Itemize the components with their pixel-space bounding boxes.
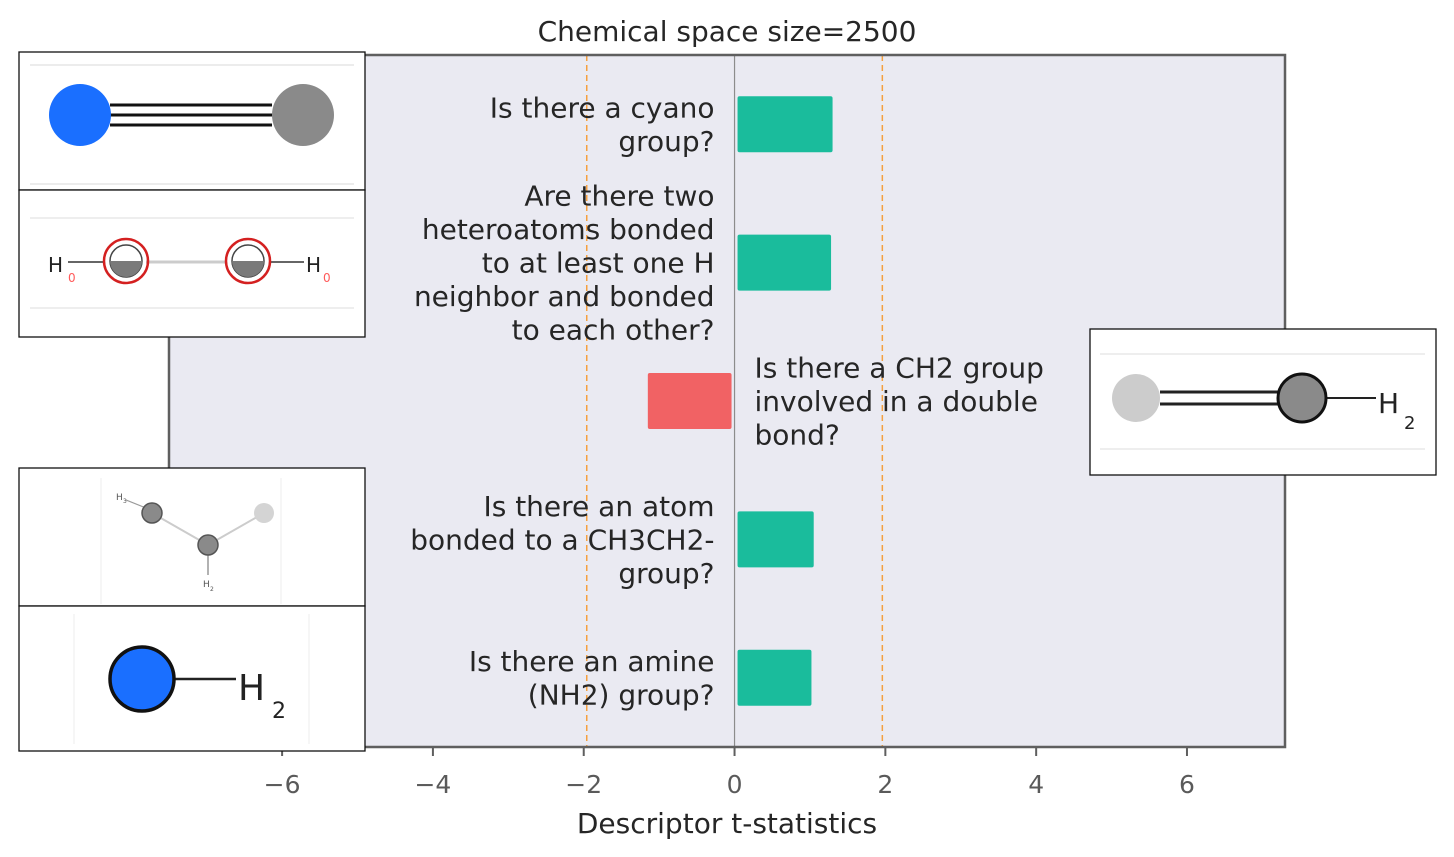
subscript-label: 2 — [272, 699, 286, 724]
nitrogen-atom-icon — [108, 645, 176, 713]
carbon-atom-icon — [141, 502, 163, 524]
carbon-atom-icon — [1276, 372, 1328, 424]
bar — [737, 96, 833, 153]
hydrogen-label: H — [306, 253, 321, 277]
category-label: Is there an atom bonded to a CH3CH2-group… — [410, 490, 714, 590]
hydrogen-label: H — [238, 668, 265, 709]
x-tick-label: −4 — [414, 770, 451, 799]
heteroatom-icon — [102, 237, 150, 285]
x-axis-title: Descriptor t-statistics — [577, 807, 877, 840]
molecule-inset-ethyl: H 3 H 2 — [18, 467, 366, 607]
x-tick-label: −6 — [264, 770, 301, 799]
chart-title: Chemical space size=2500 — [538, 15, 917, 48]
hydrogen-label: H — [203, 580, 210, 590]
category-label: Is there a cyano group? — [490, 91, 715, 158]
subscript-label: 0 — [68, 271, 76, 285]
x-tick-label: 2 — [877, 770, 893, 799]
x-tick-label: 0 — [727, 770, 743, 799]
category-label: Are there two heteroatoms bonded to at lea… — [414, 180, 715, 347]
bar — [647, 373, 732, 429]
subscript-label: 2 — [1404, 413, 1415, 434]
x-tick-label: −2 — [565, 770, 602, 799]
bar — [737, 234, 832, 291]
hydrogen-label: H — [1378, 387, 1399, 420]
bar — [737, 649, 812, 706]
atom-icon — [254, 503, 274, 523]
x-axis: −6 −4 −2 0 2 4 6 — [264, 747, 1195, 799]
molecule-inset-amine: H 2 — [18, 605, 366, 752]
subscript-label: 0 — [323, 271, 331, 285]
subscript-label: 2 — [210, 586, 214, 593]
hydrogen-label: H — [48, 253, 63, 277]
x-tick-label: 6 — [1179, 770, 1195, 799]
reference-lines — [585, 55, 884, 747]
carbon-atom-icon — [197, 534, 219, 556]
molecule-inset-heteroatoms: H 0 H 0 — [18, 189, 366, 338]
nitrogen-atom-icon — [49, 84, 111, 146]
bar — [737, 511, 814, 568]
category-label: Is there an amine (NH2) group? — [469, 645, 715, 712]
category-label: Is there a CH2 group involved in a double… — [755, 352, 1044, 452]
heteroatom-icon — [224, 237, 272, 285]
x-tick-label: 4 — [1028, 770, 1044, 799]
bars — [647, 96, 833, 706]
hydrogen-label: H — [116, 493, 123, 503]
molecule-inset-ch2-double-bond: H 2 — [1089, 328, 1437, 476]
subscript-label: 3 — [123, 498, 127, 505]
molecule-inset-cyano — [18, 51, 366, 191]
carbon-atom-icon — [272, 84, 334, 146]
category-labels: Is there a cyano group? Are there two heter… — [410, 91, 1044, 711]
carbon-atom-icon — [1112, 374, 1160, 422]
